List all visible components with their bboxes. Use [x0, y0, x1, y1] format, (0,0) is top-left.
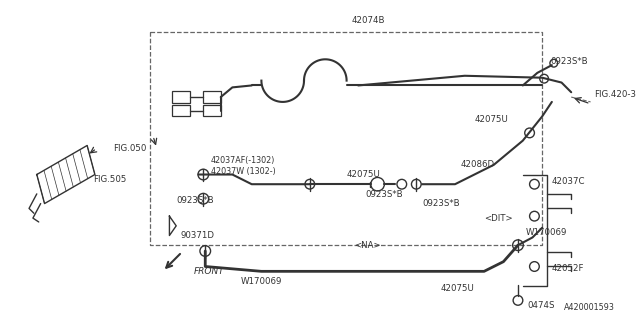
Bar	[204, 105, 221, 116]
Bar	[172, 105, 189, 116]
Text: FIG.050: FIG.050	[113, 144, 146, 153]
Text: W170069: W170069	[525, 228, 567, 237]
Text: 0474S: 0474S	[527, 301, 555, 310]
Text: FIG.505: FIG.505	[93, 175, 126, 184]
Text: 42037C: 42037C	[552, 177, 586, 186]
Text: 90371D: 90371D	[180, 231, 214, 240]
Text: <DIT>: <DIT>	[484, 213, 513, 223]
Text: 0923S*B: 0923S*B	[422, 199, 460, 208]
Text: FRONT: FRONT	[194, 267, 225, 276]
Text: 42037W (1302-): 42037W (1302-)	[211, 167, 276, 176]
Text: 0923S*B: 0923S*B	[550, 57, 588, 66]
Text: 42075U: 42075U	[474, 115, 508, 124]
Text: 42052F: 42052F	[552, 264, 584, 273]
Text: 42086D: 42086D	[461, 160, 495, 169]
Text: 42037AF(-1302): 42037AF(-1302)	[211, 156, 275, 164]
Bar	[204, 91, 221, 103]
Text: 42075U: 42075U	[440, 284, 474, 293]
Text: 0923S*B: 0923S*B	[365, 190, 403, 199]
Text: FIG.420-3: FIG.420-3	[595, 90, 636, 99]
Bar	[172, 91, 189, 103]
Text: 0923S*B: 0923S*B	[176, 196, 214, 205]
Text: <NA>: <NA>	[355, 241, 381, 250]
Text: W170069: W170069	[241, 276, 282, 285]
Text: 42074B: 42074B	[351, 16, 385, 25]
Text: A420001593: A420001593	[564, 303, 615, 312]
Text: 42075U: 42075U	[347, 170, 380, 179]
